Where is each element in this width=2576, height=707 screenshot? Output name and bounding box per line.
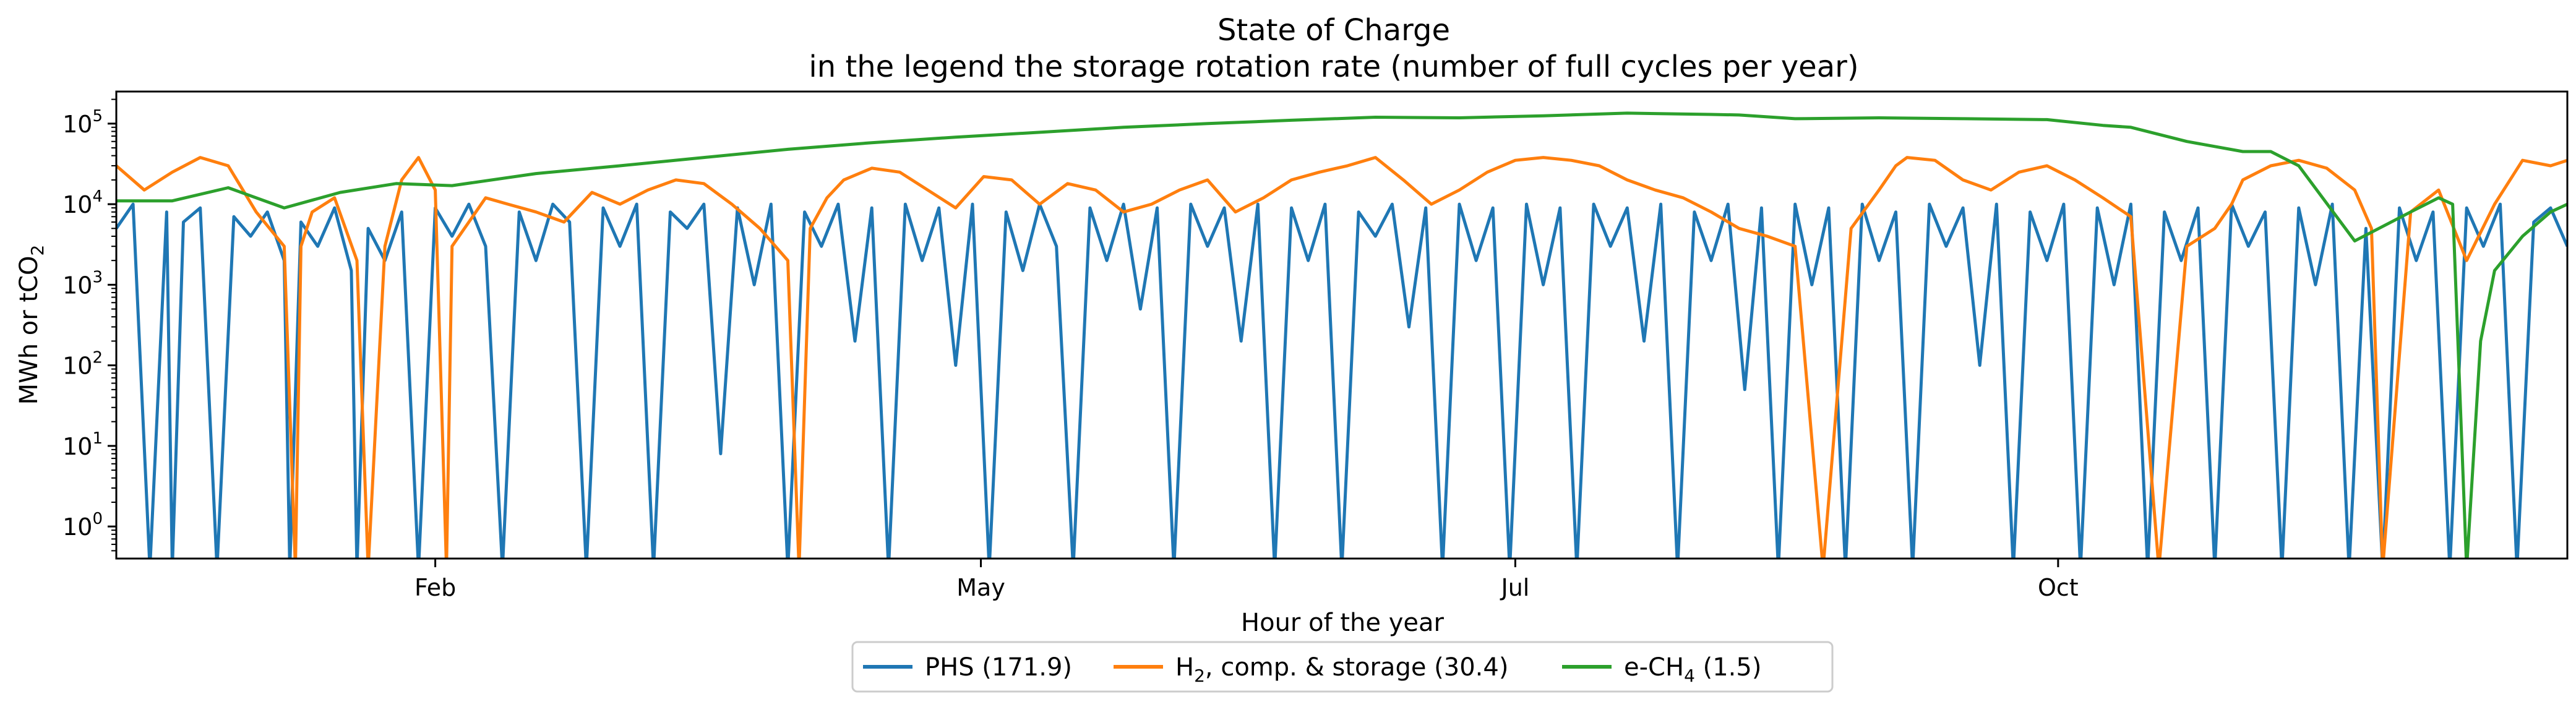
series-layer — [116, 111, 2567, 559]
legend-label-h2-rest: , comp. & storage (30.4) — [1205, 653, 1509, 682]
y-tick-base: 10 — [62, 433, 92, 460]
legend-label-phs: PHS (171.9) — [925, 653, 1072, 682]
y-tick-label: 102 — [62, 349, 103, 380]
x-axis: Feb May Jul Oct — [414, 559, 2079, 601]
y-axis-label-main: MWh or tCO — [15, 255, 43, 405]
legend-label-h2-base: H — [1175, 653, 1194, 682]
series-line-2 — [116, 111, 2567, 559]
y-tick-exponent: 2 — [92, 349, 103, 367]
y-tick-label: 103 — [62, 268, 103, 299]
y-tick-exponent: 4 — [92, 187, 103, 206]
legend-label-h2: H2, comp. & storage (30.4) — [1175, 653, 1508, 686]
y-tick-label: 105 — [62, 107, 103, 138]
x-axis-label: Hour of the year — [1241, 609, 1444, 637]
y-tick-base: 10 — [62, 353, 92, 380]
legend-box — [851, 641, 1834, 693]
legend-entry-ech4: e-CH4 (1.5) — [1562, 653, 1761, 686]
legend-entry-phs: PHS (171.9) — [863, 653, 1072, 682]
x-tick-label: Feb — [414, 574, 456, 601]
x-tick-label: Jul — [1500, 574, 1529, 601]
x-tick-label: Oct — [2038, 574, 2079, 601]
chart-title: State of Charge — [1217, 13, 1450, 48]
x-tick-label: May — [956, 574, 1005, 601]
y-tick-base: 10 — [62, 111, 92, 138]
plot-frame — [115, 90, 2569, 560]
legend-label-h2-subscript: 2 — [1194, 666, 1205, 686]
series-line-0 — [116, 202, 2567, 559]
legend-label-ech4-rest: (1.5) — [1695, 653, 1762, 682]
y-tick-base: 10 — [62, 191, 92, 218]
y-axis-label-subscript: 2 — [27, 245, 48, 256]
legend-label-ech4-subscript: 4 — [1684, 666, 1695, 686]
y-tick-exponent: 5 — [92, 107, 103, 126]
legend-entry-h2: H2, comp. & storage (30.4) — [1114, 653, 1508, 686]
y-tick-base: 10 — [62, 513, 92, 541]
series-line-1 — [116, 156, 2567, 559]
legend: PHS (171.9) H2, comp. & storage (30.4) e… — [851, 641, 1834, 693]
legend-label-ech4: e-CH4 (1.5) — [1624, 653, 1761, 686]
y-tick-label: 100 — [62, 510, 103, 541]
y-tick-base: 10 — [62, 272, 92, 299]
y-tick-exponent: 0 — [92, 510, 103, 528]
legend-label-ech4-base: e-CH — [1624, 653, 1684, 682]
y-tick-exponent: 1 — [92, 429, 103, 448]
y-axis-label: MWh or tCO2 — [15, 245, 48, 405]
y-tick-label: 101 — [62, 429, 103, 460]
y-tick-label: 104 — [62, 187, 103, 218]
chart-subtitle: in the legend the storage rotation rate … — [809, 49, 1858, 84]
y-tick-exponent: 3 — [92, 268, 103, 286]
